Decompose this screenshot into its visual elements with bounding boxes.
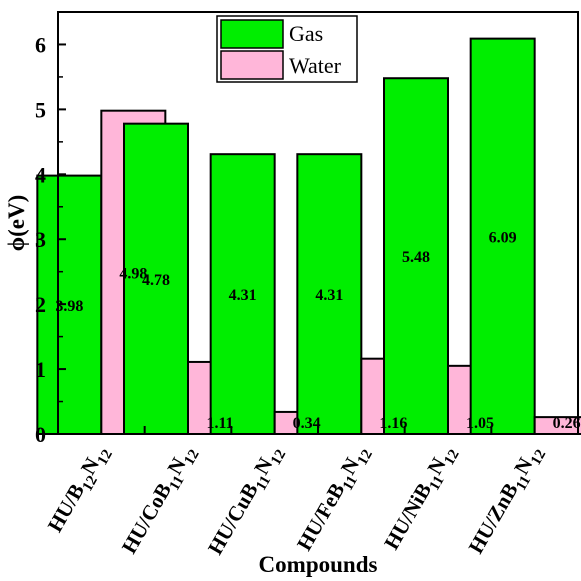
data-label-gas: 3.98 [55, 298, 83, 315]
category-label-part: 11 [253, 473, 274, 493]
bar-gas [123, 122, 189, 435]
legend-label-gas: Gas [289, 21, 323, 46]
category-label: HU/CoB11N12 [117, 441, 203, 561]
data-label-gas: 6.09 [489, 229, 517, 246]
data-label-gas: 4.31 [229, 287, 257, 304]
category-label-part: 11 [427, 473, 448, 493]
category-label-part: 12 [80, 473, 101, 494]
y-axis: 0 1 2 3 4 5 6 [35, 32, 66, 447]
legend-swatch-gas [220, 19, 284, 49]
data-label-gas: 4.31 [315, 287, 343, 304]
y-tick-label: 4 [35, 162, 46, 187]
data-label-water: 4.98 [119, 265, 147, 282]
bar-gas [469, 37, 536, 435]
x-axis-title: Compounds [259, 552, 378, 577]
category-label: HU/CuB11N12 [203, 441, 289, 562]
y-tick-label: 0 [35, 422, 46, 447]
category-label-part: 12 [528, 447, 549, 468]
category-label-part: 12 [441, 447, 462, 468]
data-label-water: 0.34 [293, 415, 321, 432]
data-label-gas: 5.48 [402, 249, 430, 266]
category-label: HU/NiB11N12 [379, 441, 462, 557]
category-label-part: 12 [95, 447, 116, 468]
y-tick-label: 5 [35, 97, 46, 122]
category-label: HU/B12N12 [43, 441, 116, 539]
category-label: HU/ZnB11N12 [464, 441, 550, 561]
bars-layer [36, 37, 581, 436]
data-label-water: 1.05 [466, 415, 494, 432]
legend-label-water: Water [289, 53, 342, 78]
y-tick-label: 2 [35, 292, 46, 317]
data-label-water: 1.11 [206, 415, 233, 432]
x-axis: HU/B12N12HU/CoB11N12HU/CuB11N12HU/FeB11N… [43, 426, 550, 562]
y-tick-label: 1 [35, 357, 46, 382]
category-label-part: 12 [181, 447, 202, 468]
data-label-gas: 4.78 [142, 272, 170, 289]
y-axis-title: ϕ(eV) [4, 195, 29, 252]
data-label-water: 1.16 [379, 415, 407, 432]
bar-gas [383, 77, 449, 436]
category-label-part: 12 [355, 447, 376, 468]
category-label-part: 11 [340, 473, 361, 493]
legend-swatch-water [220, 50, 284, 80]
legend: Gas Water [216, 15, 358, 83]
y-tick-label: 3 [35, 227, 46, 252]
data-label-water: 0.26 [553, 415, 581, 432]
data-labels-layer: 3.98 4.984.78 1.11 4.31 0.34 4.31 1.16 5.48 1.05… [55, 229, 580, 432]
category-label: HU/FeB11N12 [292, 441, 376, 558]
category-label-part: 12 [268, 447, 289, 468]
category-label-part: 11 [167, 473, 188, 493]
y-tick-label: 6 [35, 32, 46, 57]
category-label-part: 11 [513, 473, 534, 493]
bar-gas [36, 174, 103, 436]
